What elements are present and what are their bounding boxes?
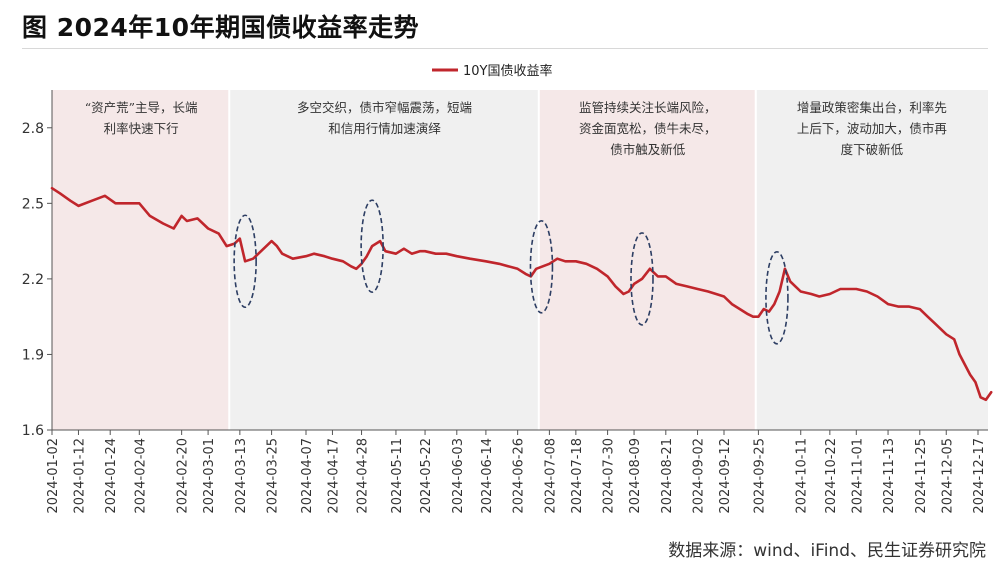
x-tick-label: 2024-12-05 <box>940 438 955 514</box>
highlight-ellipse <box>360 199 384 293</box>
x-tick-label: 2024-01-02 <box>46 438 61 514</box>
phase-annotation-line: 和信用行情加速演绎 <box>328 121 441 136</box>
x-tick-label: 2024-10-22 <box>824 438 839 514</box>
phase-annotation-line: 债市触及新低 <box>610 142 686 157</box>
x-tick-label: 2024-03-25 <box>266 438 281 514</box>
phase-annotation-line: 增量政策密集出台，利率先 <box>797 100 947 115</box>
phase-annotation-line: 多空交织，债市窄幅震荡，短端 <box>297 100 472 115</box>
x-tick-label: 2024-08-21 <box>660 438 675 514</box>
phase-annotation-line: 利率快速下行 <box>104 121 179 136</box>
y-tick-label: 2.8 <box>22 121 44 137</box>
x-tick-label: 2024-05-11 <box>390 438 405 514</box>
legend: 10Y国债收益率 <box>432 63 552 79</box>
phase-annotation-line: 资金面宽松，债牛未尽， <box>579 121 717 136</box>
phase-band <box>52 90 231 430</box>
x-tick-label: 2024-11-13 <box>882 438 897 514</box>
phase-annotation-line: 度下破新低 <box>841 142 904 157</box>
x-tick-label: 2024-06-03 <box>451 438 466 514</box>
x-tick-label: 2024-01-12 <box>72 438 87 514</box>
x-tick-label: 2024-02-04 <box>133 438 148 514</box>
data-source: 数据来源：wind、iFind、民生证券研究院 <box>668 541 986 561</box>
x-tick-label: 2024-06-14 <box>480 438 495 514</box>
x-tick-label: 2024-09-25 <box>752 438 767 514</box>
x-axis: 2024-01-02 2024-01-12 2024-01-24 2024-02-04… <box>46 429 988 514</box>
y-tick-label: 2.5 <box>22 196 44 212</box>
phase-annotation-line: “资产荒”主导，长端 <box>85 100 198 115</box>
y-axis: 1.6 1.9 2.2 2.5 2.8 <box>22 90 53 439</box>
x-tick-label: 2024-06-26 <box>512 438 527 514</box>
x-tick-label: 2024-05-22 <box>419 438 434 514</box>
x-tick-label: 2024-11-01 <box>850 438 865 514</box>
x-tick-label: 2024-03-13 <box>234 438 249 514</box>
x-tick-label: 2024-10-11 <box>795 438 810 514</box>
x-tick-label: 2024-09-02 <box>692 438 707 514</box>
highlight-ellipse <box>233 214 257 309</box>
x-tick-label: 2024-08-09 <box>628 438 643 514</box>
phase-annotation-line: 监管持续关注长端风险， <box>579 100 717 115</box>
title-divider <box>22 48 988 49</box>
y-tick-label: 2.2 <box>22 272 44 288</box>
x-tick-label: 2024-07-08 <box>543 438 558 514</box>
phase-bands <box>52 90 988 430</box>
x-tick-label: 2024-12-17 <box>972 438 987 514</box>
highlight-ellipse <box>529 220 554 314</box>
x-tick-label: 2024-01-24 <box>104 438 119 514</box>
highlight-ellipse <box>765 250 789 345</box>
highlight-ellipse <box>630 232 654 326</box>
x-tick-label: 2024-02-20 <box>176 438 191 514</box>
phase-annotation-line: 上后下，波动加大，债市再 <box>797 121 948 136</box>
x-tick-label: 2024-03-01 <box>202 438 217 514</box>
legend-label: 10Y国债收益率 <box>463 63 552 79</box>
x-tick-label: 2024-04-07 <box>300 438 315 514</box>
x-tick-label: 2024-04-17 <box>326 438 341 514</box>
phase-band <box>229 90 540 430</box>
highlight-ellipses <box>233 199 789 345</box>
x-tick-label: 2024-04-28 <box>356 438 371 514</box>
x-tick-label: 2024-09-12 <box>718 438 733 514</box>
y-tick-label: 1.6 <box>22 423 44 439</box>
x-tick-label: 2024-07-18 <box>570 438 585 514</box>
x-tick-label: 2024-07-30 <box>602 438 617 514</box>
y-tick-label: 1.9 <box>22 347 44 363</box>
x-tick-label: 2024-11-25 <box>914 438 929 514</box>
phase-band <box>755 90 988 430</box>
figure-title: 图 2024年10年期国债收益率走势 <box>22 13 420 42</box>
